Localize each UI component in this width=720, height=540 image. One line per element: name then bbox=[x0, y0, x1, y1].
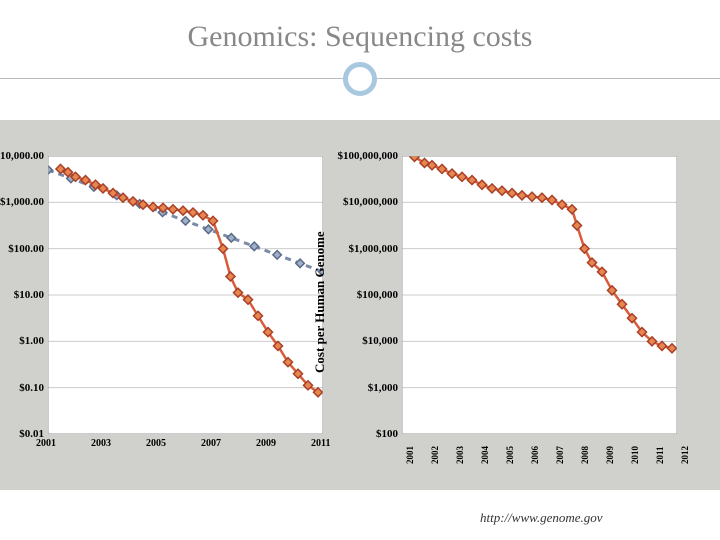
ytick-label: $1,000,000 bbox=[326, 243, 398, 255]
ytick-label: $10,000,000 bbox=[326, 196, 398, 208]
xtick-label: 2003 bbox=[455, 446, 465, 464]
xtick-label: 2011 bbox=[655, 446, 665, 464]
xtick-label: 2005 bbox=[146, 438, 166, 449]
chart-cost-per-genome bbox=[402, 156, 677, 434]
chart-right-svg bbox=[402, 156, 677, 434]
page-title: Genomics: Sequencing costs bbox=[0, 0, 720, 62]
title-divider bbox=[0, 62, 720, 102]
xtick-label: 2010 bbox=[630, 446, 640, 464]
ytick-label: $10,000.00 bbox=[0, 150, 44, 162]
ylabel-cost-per-genome: Cost per Human Genome bbox=[312, 231, 328, 373]
ytick-label: $1.00 bbox=[0, 335, 44, 347]
xtick-label: 2003 bbox=[91, 438, 111, 449]
ytick-label: $100,000,000 bbox=[326, 150, 398, 162]
xtick-label: 2007 bbox=[555, 446, 565, 464]
citation-link: http://www.genome.gov bbox=[480, 510, 603, 526]
xtick-label: 2009 bbox=[256, 438, 276, 449]
xtick-label: 2002 bbox=[430, 446, 440, 464]
ytick-label: $1,000 bbox=[326, 382, 398, 394]
accent-circle-icon bbox=[343, 62, 377, 96]
ytick-label: $100 bbox=[326, 428, 398, 440]
chart-cost-per-mbase bbox=[48, 156, 323, 434]
ytick-label: $10,000 bbox=[326, 335, 398, 347]
xtick-label: 2007 bbox=[201, 438, 221, 449]
xtick-label: 2008 bbox=[580, 446, 590, 464]
chart-left-svg bbox=[48, 156, 323, 434]
xtick-label: 2012 bbox=[680, 446, 690, 464]
ytick-label: $0.10 bbox=[0, 382, 44, 394]
xtick-label: 2005 bbox=[505, 446, 515, 464]
ytick-label: $100.00 bbox=[0, 243, 44, 255]
xtick-label: 2006 bbox=[530, 446, 540, 464]
xtick-label: 2009 bbox=[605, 446, 615, 464]
ytick-label: $10.00 bbox=[0, 289, 44, 301]
ytick-label: $100,000 bbox=[326, 289, 398, 301]
xtick-label: 2001 bbox=[405, 446, 415, 464]
ytick-label: $1,000.00 bbox=[0, 196, 44, 208]
xtick-label: 2004 bbox=[480, 446, 490, 464]
xtick-label: 2001 bbox=[36, 438, 56, 449]
